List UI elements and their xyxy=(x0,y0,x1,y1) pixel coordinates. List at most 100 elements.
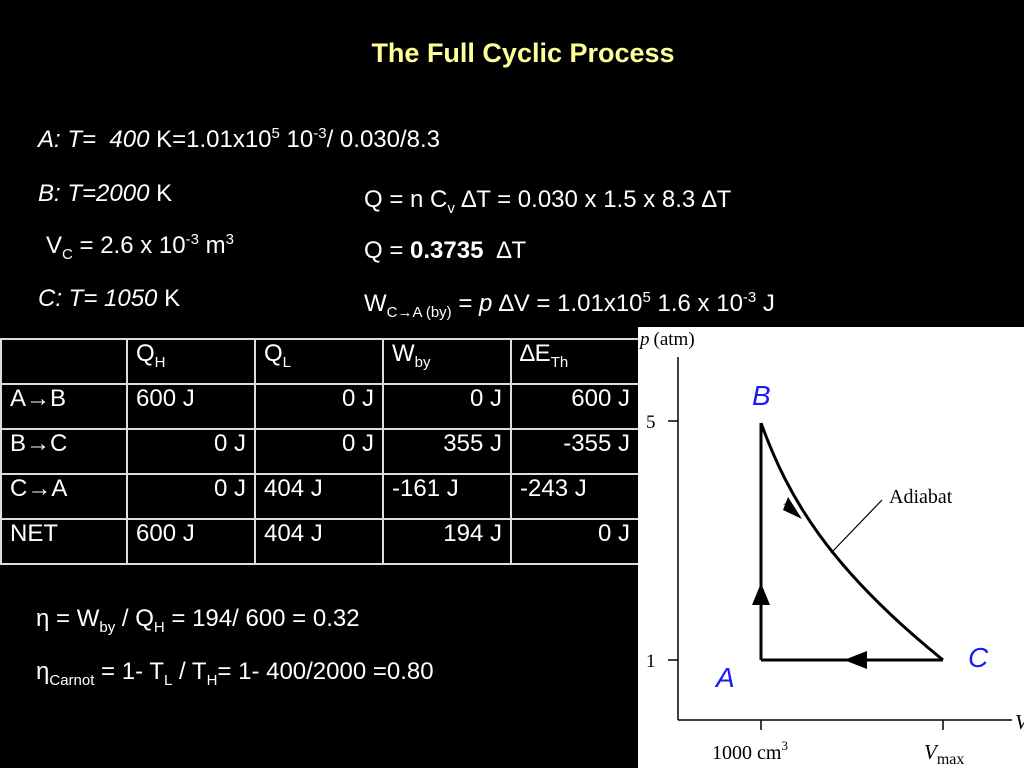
cell-ql: 404 J xyxy=(254,473,384,520)
slide-title: The Full Cyclic Process xyxy=(371,38,675,68)
carnot-eq: = 1- T xyxy=(94,658,164,685)
arrow-left-icon xyxy=(844,651,867,669)
efficiency-line: η = Wby / QH = 194/ 600 = 0.32 xyxy=(36,605,360,636)
q-equation: Q = n Cv ∆T = 0.030 x 1.5 x 8.3 ∆T xyxy=(364,186,732,217)
eff-sub1: by xyxy=(99,618,116,636)
table-row: B→C 0 J 0 J 355 J -355 J xyxy=(0,428,640,475)
eff-eq: = W xyxy=(49,605,100,632)
w-eq-mid2: 1.6 x 10 xyxy=(650,290,743,317)
q-value-line: Q = 0.3735 ∆T xyxy=(364,237,526,265)
carnot-efficiency-line: ηCarnot = 1- TL / TH= 1- 400/2000 =0.80 xyxy=(36,658,434,689)
header-cell-wby: Wby xyxy=(382,338,512,385)
state-a-exp1: 5 xyxy=(271,125,280,142)
energy-table: QH QL Wby ∆ETh A→B 600 J 0 J 0 J 600 J B… xyxy=(0,338,640,565)
vc-unit: m xyxy=(198,232,226,259)
state-b-prefix: B: T=2000 xyxy=(38,180,150,207)
point-b-label: B xyxy=(752,380,771,411)
x-axis-label: V xyxy=(1015,710,1024,734)
q-value-number: 0.3735 xyxy=(410,237,484,264)
header-cell-deth: ∆ETh xyxy=(510,338,640,385)
state-a-expr-tail: / 0.030/8.3 xyxy=(326,126,441,153)
carnot-rest: = 1- 400/2000 =0.80 xyxy=(217,658,434,685)
cell-wby: 0 J xyxy=(382,383,512,430)
cell-ql: 404 J xyxy=(254,518,384,565)
eff-slash: / Q xyxy=(115,605,154,632)
vc-exp: -3 xyxy=(185,231,199,248)
header-cell-empty xyxy=(0,338,128,385)
vc-label: V xyxy=(46,232,63,259)
row-label: C→A xyxy=(0,473,128,520)
point-a-label: A xyxy=(714,662,735,693)
cell-wby: -161 J xyxy=(382,473,512,520)
cell-deth: -355 J xyxy=(510,428,640,475)
cell-qh: 600 J xyxy=(126,518,256,565)
row-label: NET xyxy=(0,518,128,565)
cell-wby: 194 J xyxy=(382,518,512,565)
header-cell-ql: QL xyxy=(254,338,384,385)
w-eq-p: p xyxy=(479,290,493,317)
cell-deth: 0 J xyxy=(510,518,640,565)
carnot-sub2: H xyxy=(206,671,218,689)
state-a-line: A: T= 400 K=1.01x105 10-3/ 0.030/8.3 xyxy=(38,126,440,154)
w-equation: WC→A (by) = p ∆V = 1.01x105 1.6 x 10-3 J xyxy=(364,289,775,321)
adiabat-label: Adiabat xyxy=(889,486,953,508)
x-tick-label-vmax: Vmax xyxy=(924,740,964,768)
table-row: C→A 0 J 404 J -161 J -243 J xyxy=(0,473,640,520)
w-eq-exp2: -3 xyxy=(742,289,757,306)
w-eq-unit: J xyxy=(756,290,775,317)
state-a-prefix: A: T= xyxy=(38,126,97,153)
state-a-temp: 400 xyxy=(109,126,150,153)
cell-qh: 0 J xyxy=(126,428,256,475)
carnot-slash: / T xyxy=(172,658,207,685)
table-row: NET 600 J 404 J 194 J 0 J xyxy=(0,518,640,565)
cell-ql: 0 J xyxy=(254,428,384,475)
q-eq-lhs: Q = n C xyxy=(364,186,448,213)
cell-deth: 600 J xyxy=(510,383,640,430)
pv-diagram: p(atm) V 5 1 1000 cm3 Vmax Adiabat B A C xyxy=(638,327,1024,768)
adiabat-leader-line xyxy=(830,499,883,554)
point-c-label: C xyxy=(968,642,989,673)
cell-qh: 600 J xyxy=(126,383,256,430)
w-eq-sub: C→A (by) xyxy=(386,303,452,321)
header-cell-qh: QH xyxy=(126,338,256,385)
cell-qh: 0 J xyxy=(126,473,256,520)
arrow-up-icon xyxy=(752,583,770,605)
vc-line: VC = 2.6 x 10-3 m3 xyxy=(46,231,234,263)
eta-carnot-symbol: η xyxy=(36,658,50,685)
eff-sub2: H xyxy=(153,618,165,636)
state-a-expr-base: K=1.01x10 xyxy=(156,126,272,153)
y-axis-label: p (atm) xyxy=(638,329,695,350)
state-b-unit: K xyxy=(156,180,173,207)
table-row: A→B 600 J 0 J 0 J 600 J xyxy=(0,383,640,430)
y-tick-label-5: 5 xyxy=(646,412,656,433)
cell-ql: 0 J xyxy=(254,383,384,430)
state-b-line: B: T=2000 K xyxy=(38,180,172,208)
state-a-expr-mid: 10 xyxy=(279,126,314,153)
y-tick-label-1: 1 xyxy=(646,651,656,672)
state-c-line: C: T= 1050 K xyxy=(38,285,180,313)
q-eq-sub: v xyxy=(447,199,455,217)
q-value-rhs: ∆T xyxy=(496,237,527,264)
x-tick-label-1000: 1000 cm3 xyxy=(712,738,788,764)
vc-sub: C xyxy=(62,245,73,263)
eta-symbol: η xyxy=(36,605,50,632)
w-eq-mid: ∆V = 1.01x10 xyxy=(492,290,643,317)
carnot-sub1: L xyxy=(163,671,173,689)
cell-deth: -243 J xyxy=(510,473,640,520)
arrow-adiabat-icon xyxy=(783,497,802,519)
vc-unit-exp: 3 xyxy=(225,231,234,248)
vc-eq: = 2.6 x 10 xyxy=(72,232,186,259)
table-header-row: QH QL Wby ∆ETh xyxy=(0,338,640,385)
cell-wby: 355 J xyxy=(382,428,512,475)
eff-rest: = 194/ 600 = 0.32 xyxy=(164,605,360,632)
w-eq-eq: = xyxy=(451,290,480,317)
row-label: A→B xyxy=(0,383,128,430)
state-c-unit: K xyxy=(164,285,181,312)
row-label: B→C xyxy=(0,428,128,475)
carnot-sub: Carnot xyxy=(49,671,95,689)
q-value-lhs: Q = xyxy=(364,237,411,264)
q-eq-rest: ∆T = 0.030 x 1.5 x 8.3 ∆T xyxy=(454,186,732,213)
state-c-prefix: C: T= 1050 xyxy=(38,285,158,312)
path-b-to-c-adiabat xyxy=(759,422,944,662)
state-a-exp2: -3 xyxy=(313,125,327,142)
